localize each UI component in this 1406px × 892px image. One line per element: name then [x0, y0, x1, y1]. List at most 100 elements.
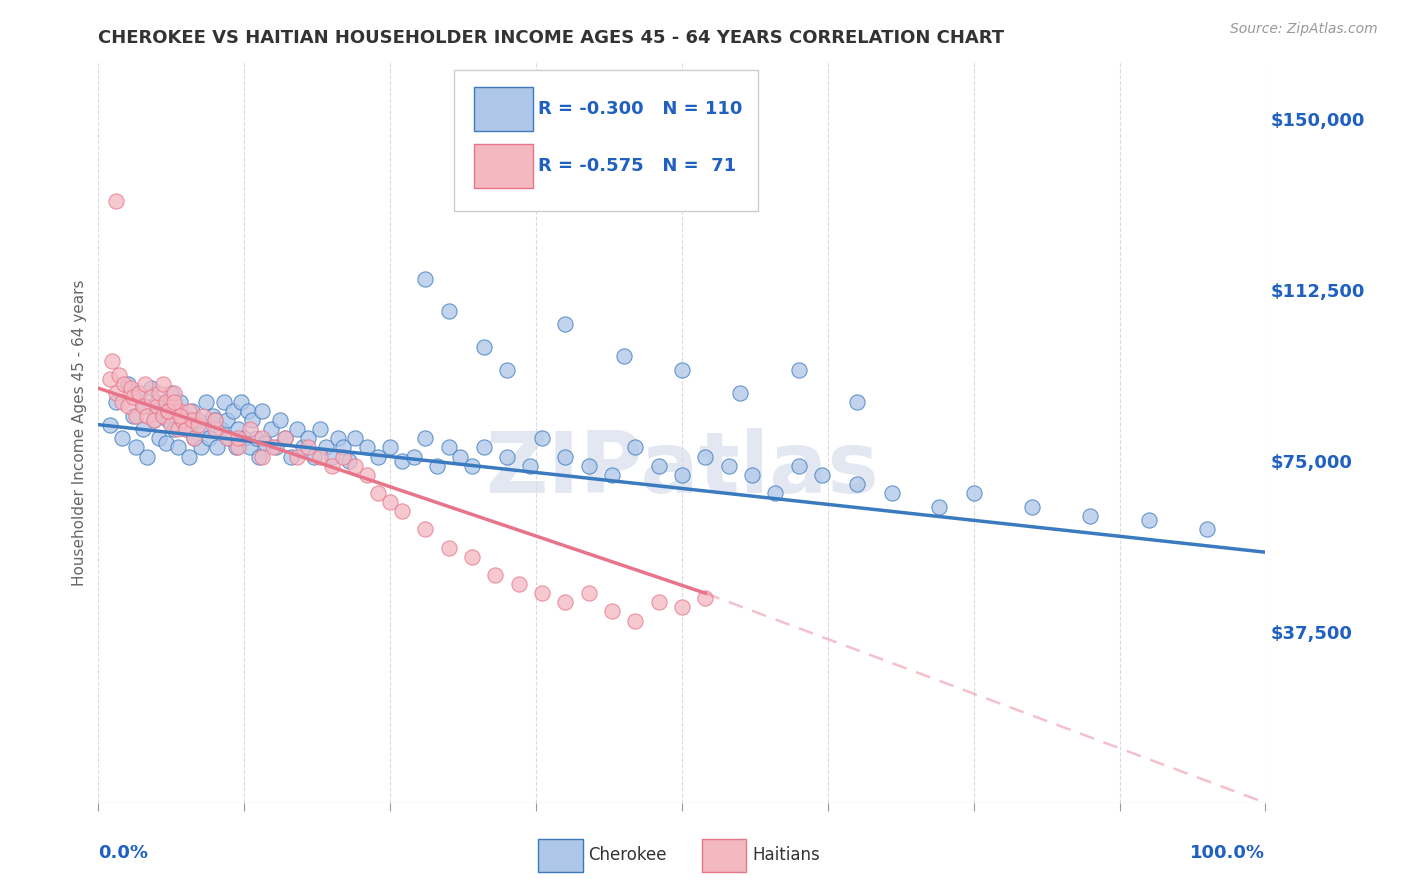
Y-axis label: Householder Income Ages 45 - 64 years: Householder Income Ages 45 - 64 years	[72, 279, 87, 586]
Point	[98, 372, 121, 386]
Point	[112, 376, 135, 391]
Point	[402, 450, 425, 464]
Point	[163, 422, 186, 436]
Point	[190, 441, 212, 455]
Point	[159, 385, 181, 400]
Point	[530, 586, 553, 600]
Point	[264, 441, 287, 455]
Point	[163, 400, 186, 414]
Point	[146, 400, 169, 414]
Point	[187, 413, 209, 427]
Text: R = -0.300   N = 110: R = -0.300 N = 110	[538, 100, 742, 118]
Point	[613, 349, 636, 363]
Point	[647, 458, 669, 473]
Point	[111, 431, 134, 445]
Point	[880, 486, 903, 500]
Point	[695, 450, 717, 464]
Point	[122, 390, 145, 404]
Point	[180, 404, 202, 418]
Point	[152, 376, 174, 391]
Point	[554, 318, 576, 332]
Point	[356, 441, 378, 455]
Point	[128, 385, 150, 400]
Point	[484, 568, 506, 582]
Point	[139, 381, 162, 395]
Point	[413, 431, 436, 445]
Point	[104, 385, 127, 400]
Point	[169, 395, 191, 409]
Point	[367, 450, 389, 464]
Point	[600, 604, 623, 618]
Point	[108, 368, 131, 382]
Point	[250, 450, 273, 464]
Point	[242, 413, 264, 427]
Point	[811, 467, 834, 482]
Point	[101, 354, 124, 368]
Point	[472, 441, 495, 455]
Point	[155, 435, 177, 450]
Point	[117, 376, 139, 391]
Point	[228, 431, 250, 445]
Point	[1021, 500, 1043, 514]
Point	[229, 395, 252, 409]
Point	[163, 385, 186, 400]
Point	[239, 422, 262, 436]
Point	[187, 417, 209, 432]
Point	[172, 413, 194, 427]
Point	[254, 435, 277, 450]
Point	[600, 467, 623, 482]
Point	[309, 422, 332, 436]
Point	[309, 450, 332, 464]
Point	[204, 413, 226, 427]
Point	[128, 385, 150, 400]
Point	[104, 194, 127, 209]
Point	[391, 504, 413, 518]
Point	[332, 450, 354, 464]
Point	[671, 599, 693, 614]
Point	[148, 385, 170, 400]
Point	[647, 595, 669, 609]
Point	[326, 431, 349, 445]
Text: R = -0.575   N =  71: R = -0.575 N = 71	[538, 157, 737, 175]
Point	[846, 395, 869, 409]
Point	[148, 431, 170, 445]
Point	[250, 431, 273, 445]
Point	[239, 441, 262, 455]
Point	[332, 441, 354, 455]
Point	[297, 441, 319, 455]
Point	[391, 454, 413, 468]
Point	[228, 441, 250, 455]
Point	[554, 595, 576, 609]
Point	[321, 450, 343, 464]
Point	[157, 404, 180, 418]
Point	[730, 385, 752, 400]
Point	[249, 450, 271, 464]
Point	[218, 431, 240, 445]
Point	[98, 417, 121, 432]
Point	[344, 458, 367, 473]
Text: 100.0%: 100.0%	[1191, 844, 1265, 862]
FancyBboxPatch shape	[474, 144, 533, 188]
Point	[134, 376, 156, 391]
Point	[671, 363, 693, 377]
Point	[183, 431, 205, 445]
Point	[928, 500, 950, 514]
Point	[169, 404, 191, 418]
Point	[179, 450, 201, 464]
Point	[426, 458, 449, 473]
Point	[132, 400, 155, 414]
Text: 0.0%: 0.0%	[98, 844, 149, 862]
Point	[104, 395, 127, 409]
Text: Haitians: Haitians	[752, 847, 820, 864]
Point	[437, 303, 460, 318]
Point	[554, 450, 576, 464]
Point	[172, 409, 194, 423]
Point	[209, 422, 232, 436]
Point	[132, 422, 155, 436]
Point	[367, 486, 389, 500]
Point	[136, 450, 159, 464]
Point	[344, 431, 367, 445]
Point	[578, 458, 600, 473]
Point	[530, 431, 553, 445]
FancyBboxPatch shape	[702, 839, 747, 871]
